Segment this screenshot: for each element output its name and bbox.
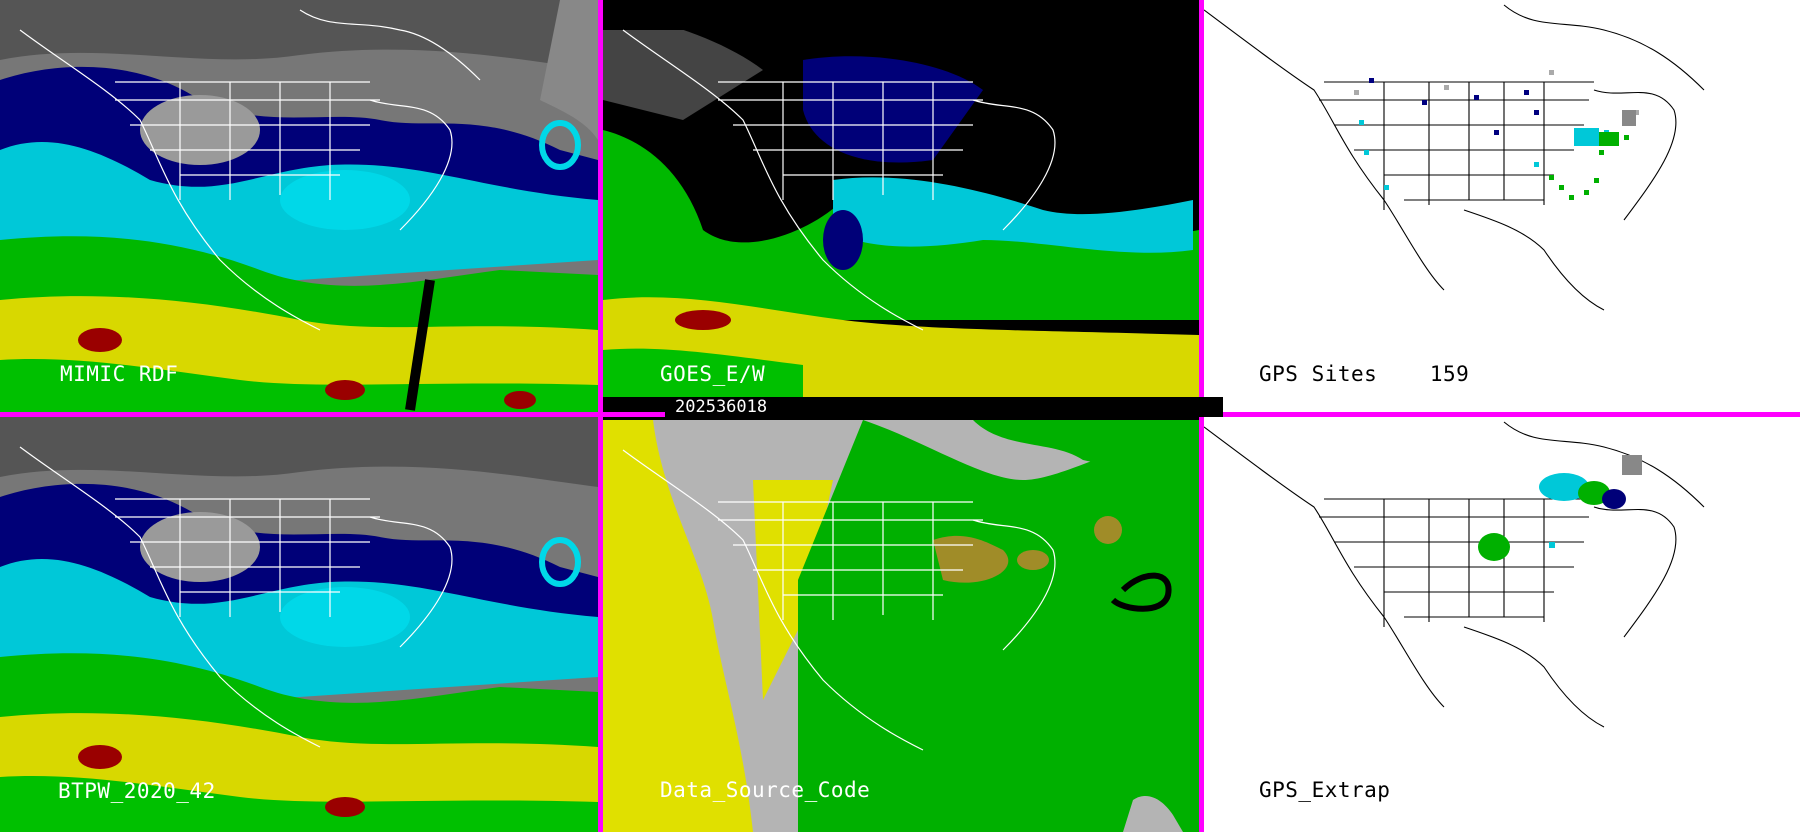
panel-label: GOES_E/W [660, 362, 766, 386]
panel-goes: GOES_E/W [603, 0, 1199, 397]
goes-map [603, 0, 1199, 397]
data-source-map [603, 420, 1199, 832]
timestamp-label: 202536018 [665, 397, 1223, 417]
panel-label: BTPW_2020_42 [58, 779, 216, 803]
panel-label: Data_Source_Code [660, 778, 871, 802]
panel-data-source-code: Data_Source_Code [603, 420, 1199, 832]
tpw-map [0, 0, 598, 412]
panel-label: GPS Sites 159 [1259, 362, 1470, 386]
panel-gps-sites: GPS Sites 159 [1204, 0, 1800, 412]
gps-extrap-map [1204, 421, 1705, 728]
panel-btpw: BTPW_2020_42 [0, 417, 598, 832]
panel-mimic-rdf: MIMIC RDF [0, 0, 598, 412]
btpw-map [0, 417, 598, 832]
panel-label: GPS_Extrap [1259, 778, 1391, 802]
panel-label: MIMIC RDF [60, 362, 179, 386]
gps-site-markers [1354, 70, 1639, 200]
panel-gps-extrap: GPS_Extrap [1204, 417, 1800, 832]
gps-sites-map [1204, 4, 1705, 311]
